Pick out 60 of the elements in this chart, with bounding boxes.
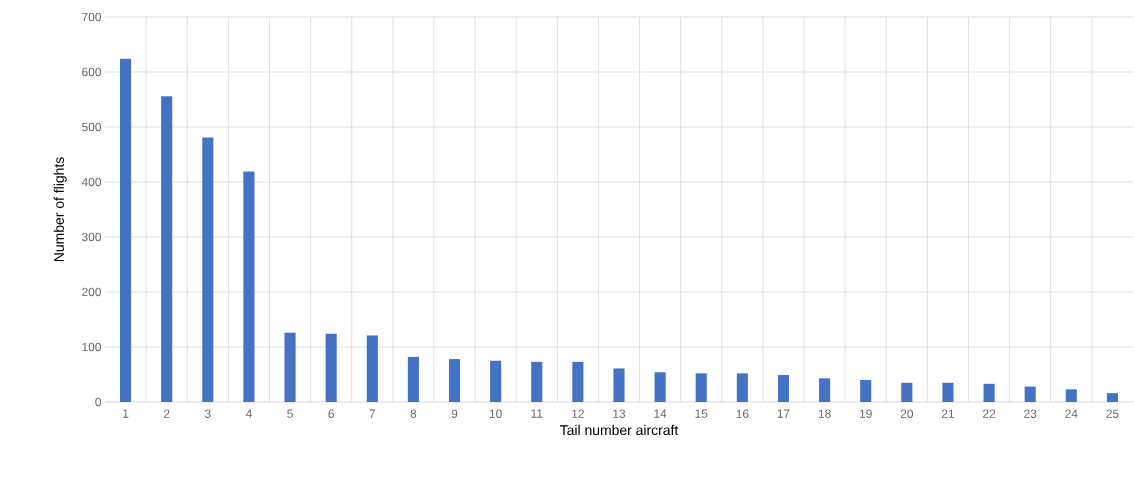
bar	[490, 360, 502, 402]
x-tick-label: 8	[410, 409, 417, 418]
x-tick-label: 10	[489, 409, 502, 418]
y-tick-label: 700	[82, 12, 102, 22]
bar	[942, 382, 954, 402]
bar	[736, 373, 748, 402]
x-tick-label: 4	[245, 409, 252, 418]
bar	[1024, 386, 1036, 402]
x-tick-label: 24	[1065, 409, 1078, 418]
x-tick-label: 12	[572, 409, 584, 418]
x-tick-label: 1	[123, 409, 129, 418]
x-tick-label: 19	[859, 409, 872, 418]
bar	[243, 171, 255, 402]
bar	[120, 58, 132, 402]
x-tick-label: 7	[369, 409, 376, 418]
bar	[654, 372, 666, 402]
x-tick-label: 3	[204, 409, 211, 418]
bar	[407, 356, 419, 402]
y-axis-title: Number of flights	[53, 157, 67, 262]
x-tick-label: 21	[941, 409, 955, 418]
x-tick-label: 13	[613, 409, 626, 418]
x-tick-label: 15	[695, 409, 708, 418]
bar	[819, 378, 831, 402]
bar	[983, 383, 995, 402]
bar	[1106, 393, 1118, 402]
x-tick-label: 25	[1106, 409, 1119, 418]
bar	[325, 333, 337, 402]
y-tick-label: 200	[82, 287, 102, 297]
x-tick-label: 18	[818, 409, 831, 418]
x-tick-label: 9	[451, 409, 458, 418]
y-tick-label: 300	[82, 232, 102, 242]
x-tick-label: 5	[287, 409, 293, 418]
bar	[777, 375, 790, 402]
bar	[613, 368, 625, 402]
x-axis-title: Tail number aircraft	[560, 424, 679, 436]
bar	[860, 379, 872, 402]
x-tick-label: 6	[328, 409, 334, 418]
y-tick-label: 400	[81, 177, 102, 187]
x-tick-label: 16	[736, 409, 749, 418]
x-tick-label: 17	[777, 409, 790, 418]
bar	[448, 359, 461, 402]
bar	[366, 335, 378, 402]
y-tick-label: 500	[82, 122, 102, 132]
x-tick-label: 23	[1024, 409, 1037, 418]
bar	[572, 361, 584, 402]
y-tick-label: 100	[82, 342, 102, 352]
bar	[161, 96, 173, 402]
y-tick-label: 600	[82, 67, 102, 77]
x-tick-label: 2	[163, 409, 170, 418]
y-tick-label: 0	[95, 397, 102, 407]
bar	[695, 373, 707, 402]
x-tick-label: 14	[654, 409, 667, 418]
bar	[1065, 389, 1077, 402]
x-tick-label: 20	[900, 409, 914, 418]
bar	[901, 382, 913, 402]
bar	[284, 332, 296, 402]
x-tick-label: 22	[983, 409, 996, 418]
bar	[531, 361, 543, 402]
bar	[202, 137, 214, 402]
x-tick-label: 11	[531, 409, 543, 418]
